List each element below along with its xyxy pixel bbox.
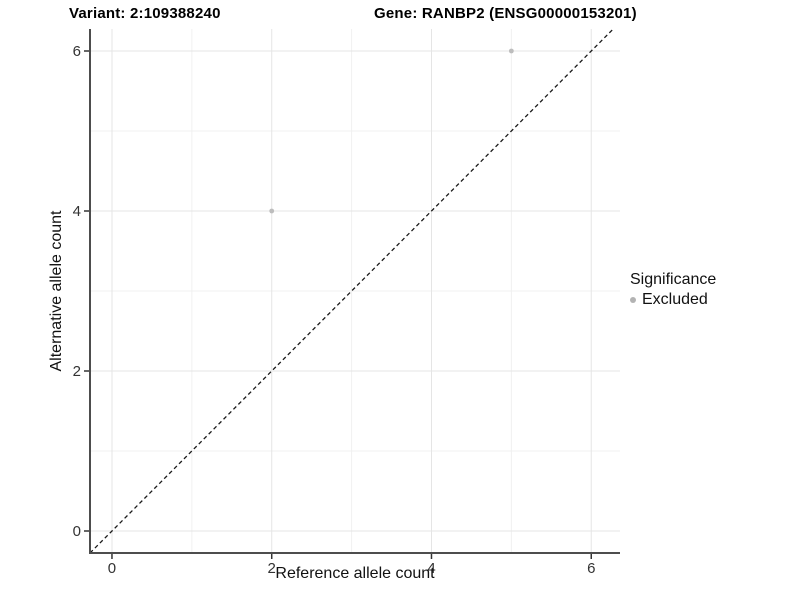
x-tick-label: 0 bbox=[108, 560, 116, 577]
legend-item-label: Excluded bbox=[642, 291, 708, 308]
legend-title: Significance bbox=[630, 271, 717, 288]
x-axis-title: Reference allele count bbox=[275, 565, 435, 582]
y-tick-label: 0 bbox=[73, 523, 81, 540]
y-axis-title: Alternative allele count bbox=[48, 210, 65, 372]
identity-line bbox=[89, 28, 614, 554]
y-tick-label: 4 bbox=[73, 203, 81, 220]
legend: Significance Excluded bbox=[630, 270, 716, 309]
legend-item-excluded: Excluded bbox=[630, 291, 716, 309]
variant-title: Variant: 2:109388240 bbox=[69, 5, 221, 22]
y-tick-label: 2 bbox=[73, 363, 81, 380]
data-point bbox=[269, 208, 275, 214]
data-point bbox=[508, 48, 514, 54]
x-tick-label: 2 bbox=[268, 560, 276, 577]
y-tick-label: 6 bbox=[73, 43, 81, 60]
x-tick-label: 6 bbox=[587, 560, 595, 577]
excluded-point-icon bbox=[630, 297, 636, 303]
x-tick-label: 4 bbox=[427, 560, 435, 577]
gene-title: Gene: RANBP2 (ENSG00000153201) bbox=[374, 5, 637, 22]
